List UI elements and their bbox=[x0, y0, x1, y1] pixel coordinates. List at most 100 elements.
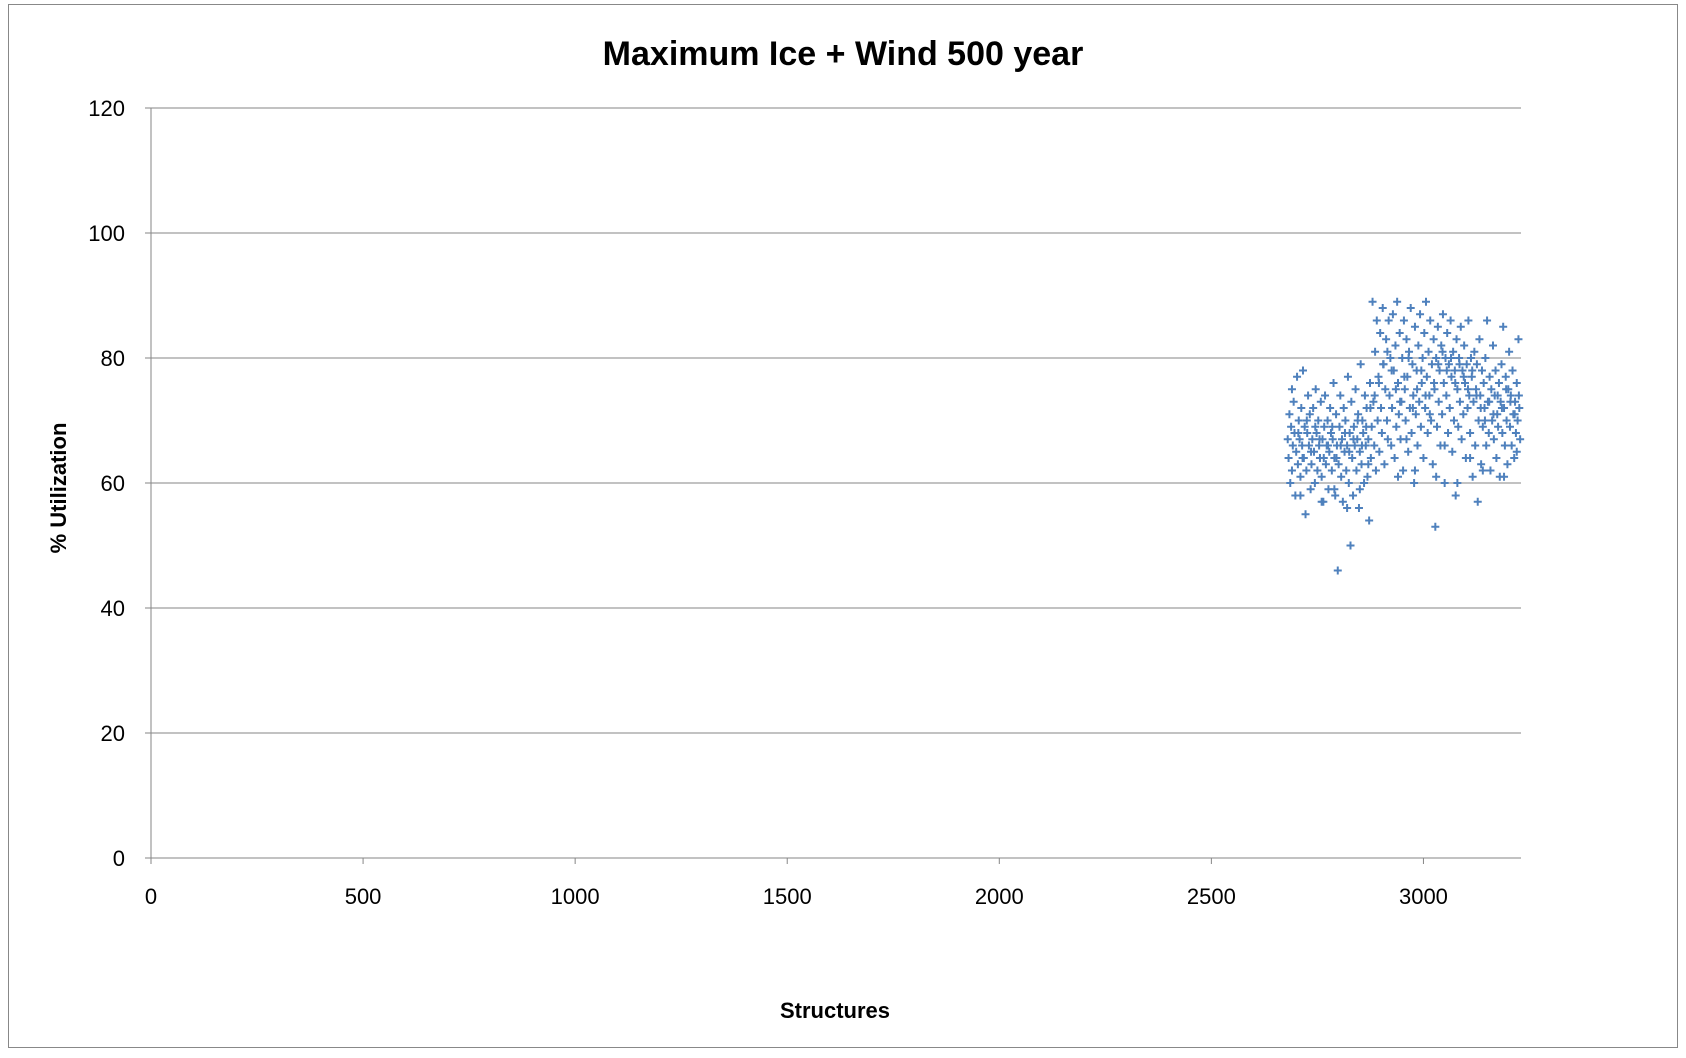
data-point bbox=[1466, 429, 1475, 437]
data-point bbox=[1411, 410, 1420, 419]
data-point bbox=[1423, 429, 1432, 437]
data-point bbox=[1413, 441, 1422, 450]
data-point bbox=[1515, 404, 1524, 412]
data-point bbox=[1506, 397, 1515, 406]
data-point bbox=[1422, 372, 1431, 381]
data-point bbox=[1343, 372, 1352, 381]
data-point bbox=[1409, 391, 1418, 400]
data-point bbox=[1453, 385, 1462, 394]
data-point bbox=[1404, 354, 1413, 362]
data-point bbox=[1334, 460, 1343, 469]
data-point bbox=[1360, 479, 1369, 487]
data-point bbox=[1442, 391, 1451, 400]
data-point bbox=[1508, 366, 1517, 375]
data-point bbox=[1447, 354, 1456, 362]
data-point bbox=[1359, 429, 1368, 437]
data-point bbox=[1321, 391, 1330, 400]
data-point bbox=[1372, 316, 1381, 325]
data-point bbox=[1457, 435, 1466, 444]
data-point bbox=[1287, 385, 1296, 394]
data-point bbox=[1399, 466, 1408, 475]
data-point bbox=[1312, 429, 1321, 437]
data-point bbox=[1476, 404, 1485, 412]
data-point bbox=[1428, 460, 1437, 469]
data-point bbox=[1410, 322, 1419, 331]
data-point bbox=[1308, 435, 1317, 444]
data-point bbox=[1425, 410, 1434, 419]
data-point bbox=[1418, 354, 1427, 362]
data-point bbox=[1362, 422, 1371, 431]
data-point bbox=[1430, 379, 1439, 387]
data-point bbox=[1437, 341, 1446, 350]
data-point bbox=[1493, 391, 1502, 400]
data-point bbox=[1444, 360, 1453, 369]
data-point bbox=[1429, 335, 1438, 344]
data-point bbox=[1375, 447, 1384, 456]
data-point bbox=[1453, 479, 1462, 487]
data-point bbox=[1497, 360, 1506, 369]
data-point bbox=[1516, 435, 1525, 444]
data-point bbox=[1451, 491, 1460, 500]
data-point bbox=[1340, 429, 1349, 437]
data-point bbox=[1392, 422, 1401, 431]
data-point bbox=[1293, 372, 1302, 381]
data-point bbox=[1438, 310, 1447, 319]
data-point bbox=[1399, 316, 1408, 325]
data-points bbox=[1283, 297, 1525, 575]
y-tick-label: 20 bbox=[101, 721, 125, 746]
chart-area: 0 20 40 60 80 100 120 0 500 1000 1500 2000 2500 3000… bbox=[8, 4, 1678, 1048]
data-point bbox=[1306, 485, 1315, 494]
data-point bbox=[1388, 310, 1397, 319]
data-point bbox=[1472, 360, 1481, 369]
data-point bbox=[1314, 416, 1323, 425]
data-point bbox=[1484, 429, 1493, 437]
data-point bbox=[1337, 472, 1346, 481]
data-point bbox=[1341, 416, 1350, 425]
data-point bbox=[1381, 385, 1390, 394]
data-point bbox=[1287, 466, 1296, 475]
data-point bbox=[1494, 422, 1503, 431]
data-point bbox=[1500, 472, 1509, 481]
y-tick-label: 100 bbox=[88, 221, 125, 246]
x-tick-label: 3000 bbox=[1399, 884, 1448, 909]
data-point bbox=[1455, 397, 1464, 406]
data-point bbox=[1320, 422, 1329, 431]
data-point bbox=[1353, 416, 1362, 425]
data-point bbox=[1393, 472, 1402, 481]
data-point bbox=[1370, 441, 1379, 450]
data-point bbox=[1349, 422, 1358, 431]
data-point bbox=[1510, 454, 1519, 462]
data-point bbox=[1498, 429, 1507, 437]
data-point bbox=[1482, 441, 1491, 450]
data-point bbox=[1294, 429, 1303, 437]
data-point bbox=[1468, 472, 1477, 481]
data-point bbox=[1431, 522, 1440, 531]
data-point bbox=[1317, 497, 1326, 506]
data-point bbox=[1463, 385, 1472, 394]
data-point bbox=[1463, 404, 1472, 412]
data-point bbox=[1393, 297, 1402, 306]
data-point bbox=[1414, 341, 1423, 350]
data-point bbox=[1447, 372, 1456, 381]
data-point bbox=[1464, 316, 1473, 325]
data-point bbox=[1294, 416, 1303, 425]
data-point bbox=[1407, 429, 1416, 437]
data-point bbox=[1335, 422, 1344, 431]
data-point bbox=[1295, 435, 1304, 444]
data-point bbox=[1387, 441, 1396, 450]
data-point bbox=[1369, 397, 1378, 406]
data-point bbox=[1363, 472, 1372, 481]
data-point bbox=[1468, 366, 1477, 375]
data-point bbox=[1366, 454, 1375, 462]
data-point bbox=[1313, 466, 1322, 475]
data-point bbox=[1298, 366, 1307, 375]
data-point bbox=[1303, 429, 1312, 437]
data-point bbox=[1300, 422, 1309, 431]
axes bbox=[145, 107, 1521, 864]
data-point bbox=[1356, 360, 1365, 369]
data-point bbox=[1499, 322, 1508, 331]
data-point bbox=[1472, 391, 1481, 400]
data-point bbox=[1283, 435, 1292, 444]
data-point bbox=[1307, 460, 1316, 469]
data-point bbox=[1444, 429, 1453, 437]
